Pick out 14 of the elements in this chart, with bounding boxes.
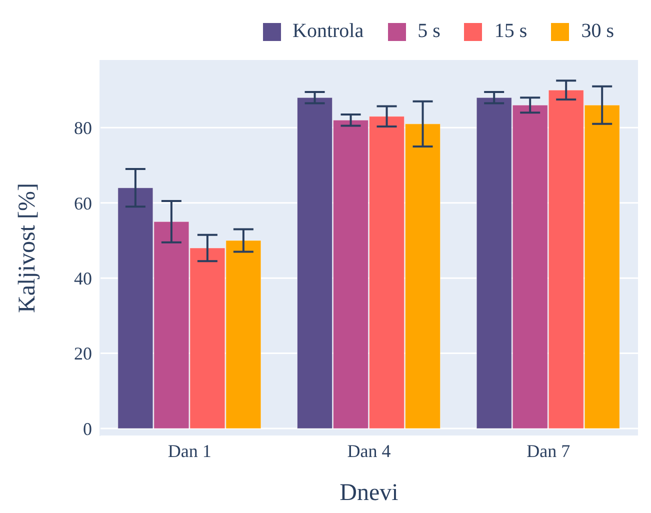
y-tick-label: 60: [74, 193, 92, 214]
legend-label: 5 s: [418, 20, 440, 42]
x-tick-label: Dan 7: [526, 440, 570, 461]
x-axis-title: Dnevi: [340, 480, 399, 506]
legend-label: 30 s: [581, 20, 614, 42]
x-tick-label: Dan 4: [347, 440, 391, 461]
y-axis-title: Kaljivost [%]: [14, 183, 41, 313]
y-tick-label: 20: [74, 344, 92, 364]
y-tick-label: 40: [74, 268, 92, 288]
x-tick-label: Dan 1: [168, 440, 212, 461]
legend-label: 15 s: [494, 20, 528, 42]
legend-label: Kontrola: [292, 20, 364, 42]
y-tick-label: 80: [74, 118, 92, 138]
y-tick-label: 0: [83, 418, 92, 439]
